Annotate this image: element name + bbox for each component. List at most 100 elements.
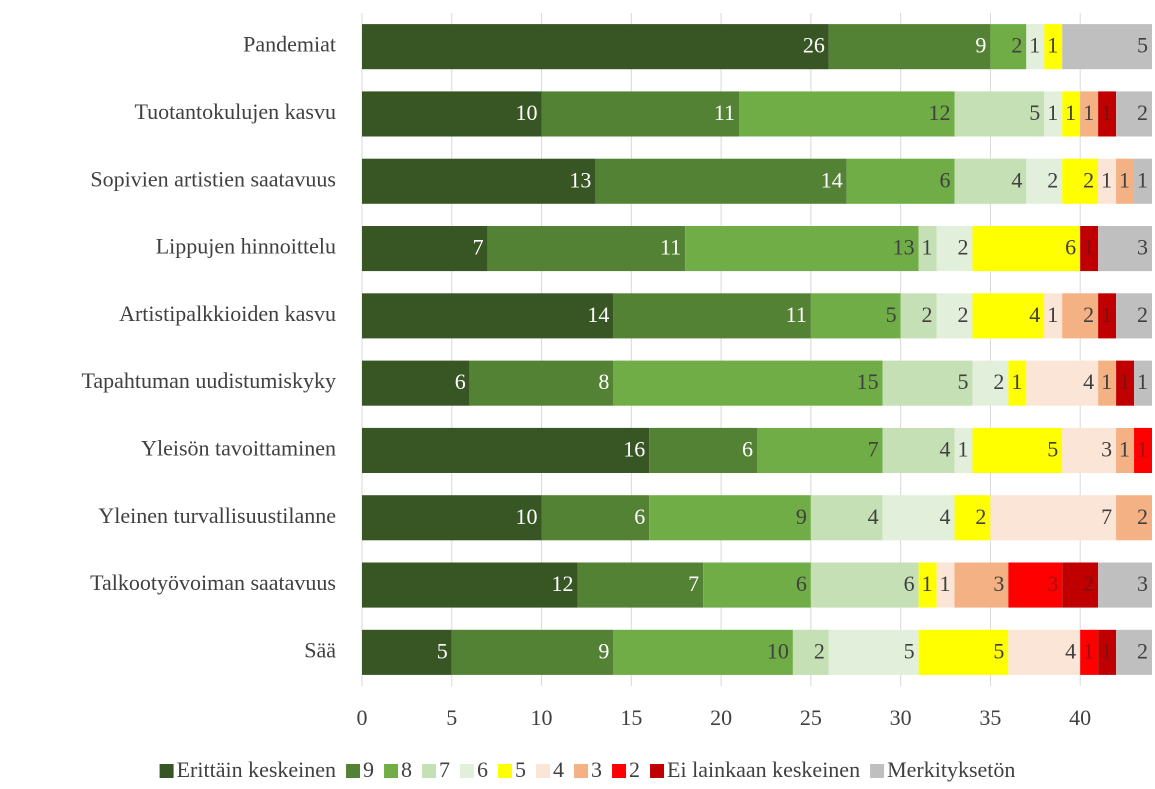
bar-segment [1062,158,1099,204]
data-label: 9 [796,504,807,529]
y-tick-label: Talkootyövoiman saatavuus [90,570,336,595]
data-label: 6 [904,571,915,596]
legend-swatch [650,764,665,778]
bar-segment [1062,24,1152,70]
x-tick-label: 35 [979,705,1001,730]
bar-segment [918,226,937,272]
bar-segment [1116,495,1152,541]
bar-segment [1026,360,1099,406]
bar-segment [810,495,883,541]
data-label: 1 [1065,100,1076,125]
bar-segment [1026,24,1045,70]
data-label: 9 [975,33,986,58]
data-label: 1 [1101,369,1112,394]
bar-segment [1008,360,1027,406]
data-label: 7 [868,436,879,461]
bar-segment [918,629,1009,675]
x-tick-label: 15 [620,705,642,730]
bar-segment [882,495,955,541]
bar-segment [739,91,955,137]
data-label: 11 [714,100,735,125]
bar-segment [1116,629,1152,675]
data-label: 1 [1029,33,1040,58]
bar-segment [1116,158,1135,204]
bar-segment [362,24,829,70]
y-tick-label: Yleisön tavoittaminen [141,435,336,460]
bar-segment [1116,293,1152,339]
data-label: 1 [922,235,933,260]
data-label: 2 [957,235,968,260]
data-label: 1 [1047,100,1058,125]
x-tick-label: 10 [531,705,553,730]
data-label: 5 [886,302,897,327]
bar-segment [541,91,740,137]
legend-label: Erittäin keskeinen [177,757,336,782]
data-label: 2 [1137,302,1148,327]
legend-label: 9 [363,757,374,782]
data-label: 6 [796,571,807,596]
bar-segment [936,226,973,272]
x-tick-label: 20 [710,705,732,730]
bar-segment [649,495,811,541]
bar-segment [362,562,578,608]
data-label: 3 [1101,436,1112,461]
bar-segment [792,629,829,675]
data-label: 6 [940,167,951,192]
legend-label: 6 [477,757,488,782]
bar-segment [972,360,1009,406]
data-label: 5 [1047,436,1058,461]
data-label: 2 [1083,167,1094,192]
data-label: 11 [660,235,681,260]
bar-segment [1116,360,1135,406]
legend-label: 4 [553,757,564,782]
legend-swatch [422,764,437,778]
bar-segment [810,562,919,608]
data-label: 1 [957,436,968,461]
bar-segment [595,158,847,204]
legend-label: 2 [629,757,640,782]
data-label: 2 [814,638,825,663]
bar-segment [1098,158,1117,204]
data-label: 1 [1047,302,1058,327]
bar-segment [972,293,1045,339]
data-label: 3 [993,571,1004,596]
bar-segment [649,427,757,473]
data-label: 1 [1119,167,1130,192]
data-label: 12 [929,100,951,125]
data-label: 6 [742,436,753,461]
data-label: 10 [516,100,538,125]
data-label: 6 [455,369,466,394]
bar-segment [703,562,811,608]
data-label: 3 [1047,571,1058,596]
bar-segment [469,360,614,406]
x-tick-label: 25 [800,705,822,730]
data-label: 4 [940,504,951,529]
bar-segment [954,495,991,541]
data-label: 1 [1119,369,1130,394]
legend-swatch [612,764,627,778]
y-tick-label: Artistipalkkioiden kasvu [119,301,336,326]
x-tick-label: 40 [1069,705,1091,730]
legend-label: Merkityksetön [887,757,1015,782]
bar-segment [954,427,973,473]
data-label: 5 [1137,33,1148,58]
y-tick-label: Sää [304,637,336,662]
legend-swatch [346,764,361,778]
bar-segment [613,629,793,675]
data-label: 2 [1137,638,1148,663]
data-label: 4 [1011,167,1022,192]
data-label: 2 [922,302,933,327]
data-label: 1 [1101,100,1112,125]
data-label: 11 [786,302,807,327]
data-label: 8 [598,369,609,394]
y-tick-label: Tuotantokulujen kasvu [135,99,336,124]
data-label: 10 [767,638,789,663]
data-label: 2 [975,504,986,529]
data-label: 1 [1137,369,1148,394]
bar-segment [1098,629,1117,675]
legend-swatch [159,764,174,778]
bar-segment [362,226,488,272]
data-label: 1 [940,571,951,596]
y-tick-label: Yleinen turvallisuustilanne [98,503,336,528]
data-label: 4 [1065,638,1076,663]
